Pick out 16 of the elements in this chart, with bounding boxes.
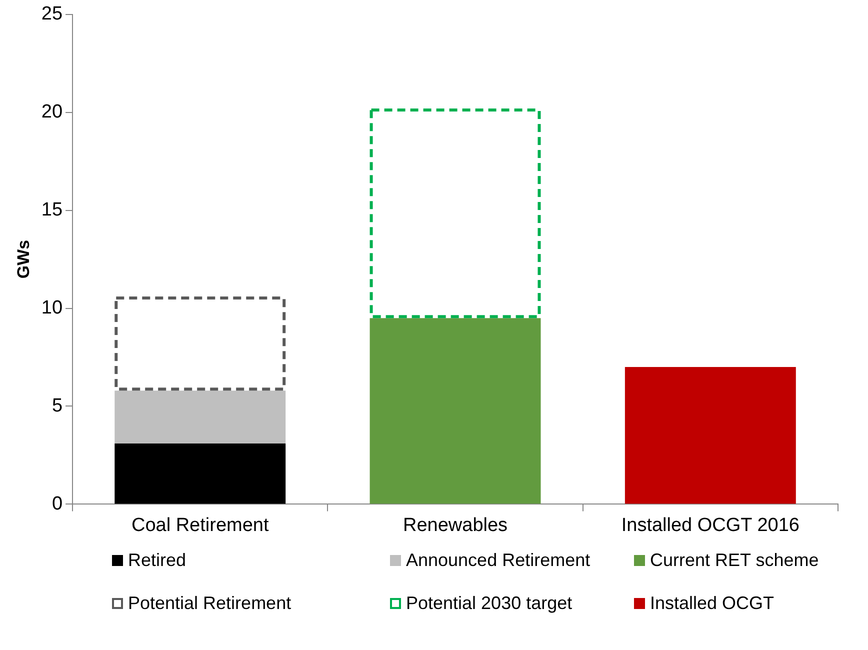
x-tick-label: Coal Retirement — [131, 514, 270, 536]
x-tick-label: Renewables — [402, 514, 508, 536]
y-tick-label: 0 — [52, 493, 63, 514]
y-tick-label: 10 — [41, 298, 63, 319]
y-tick-label: 15 — [41, 200, 63, 221]
legend-label: Announced Retirement — [406, 550, 590, 571]
y-tick-label: 25 — [41, 4, 63, 25]
legend-label: Current RET scheme — [650, 550, 819, 571]
legend-label: Potential 2030 target — [406, 593, 572, 614]
x-tick-label: Installed OCGT 2016 — [621, 514, 800, 536]
y-axis-title: GWs — [14, 240, 33, 279]
y-tick-label: 20 — [41, 102, 63, 123]
y-tick-label: 5 — [52, 395, 63, 416]
legend-label: Potential Retirement — [128, 593, 292, 614]
legend-label: Installed OCGT — [650, 593, 774, 614]
legend-label: Retired — [128, 550, 186, 571]
